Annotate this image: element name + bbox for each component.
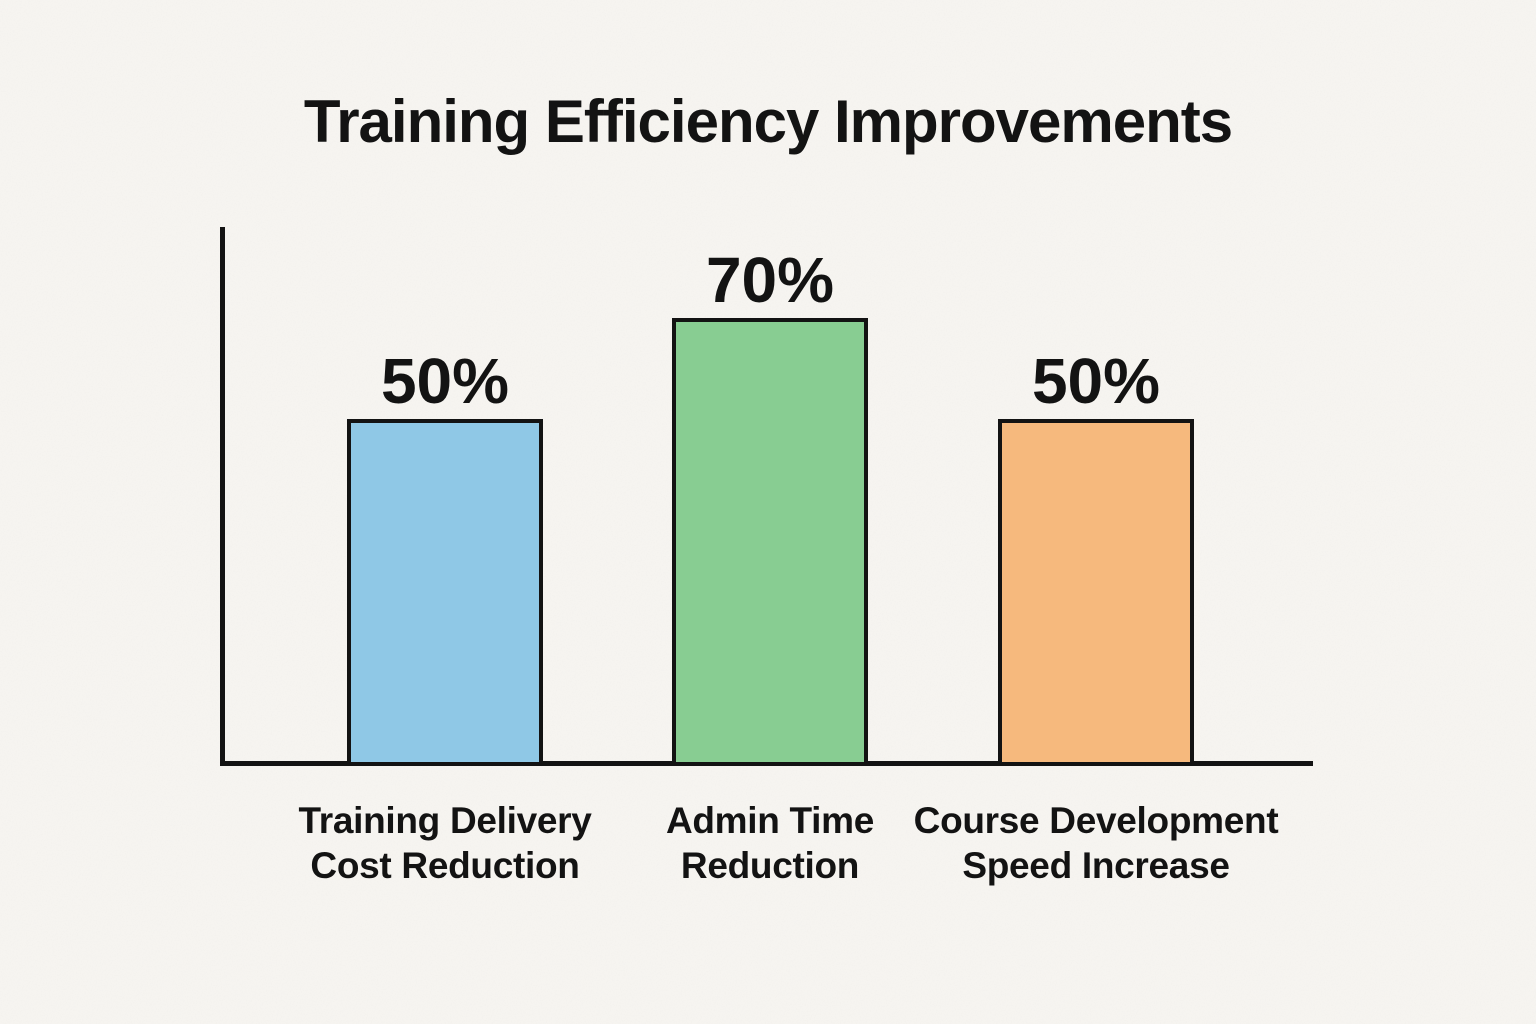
category-label-training-delivery-cost-reduction: Training Delivery Cost Reduction <box>298 798 591 888</box>
bar-value-label: 50% <box>380 345 510 417</box>
bar-training-delivery-cost-reduction <box>347 419 543 766</box>
category-label-line1: Course Development <box>913 800 1279 841</box>
bar-group-training-delivery-cost-reduction: 50% <box>347 349 543 766</box>
bar-value-label: 50% <box>1031 345 1161 417</box>
category-label-admin-time-reduction: Admin Time Reduction <box>666 798 874 888</box>
category-label-line2: Cost Reduction <box>310 845 580 886</box>
chart-title: Training Efficiency Improvements <box>303 88 1233 155</box>
bar-course-development-speed-increase <box>998 419 1194 766</box>
bar-group-course-development-speed-increase: 50% <box>998 349 1194 766</box>
bar-group-admin-time-reduction: 70% <box>672 248 868 766</box>
y-axis-line <box>220 227 225 766</box>
category-label-line1: Admin Time <box>665 800 875 841</box>
bar-value-label: 70% <box>705 244 835 316</box>
category-label-line2: Reduction <box>680 845 860 886</box>
bar-admin-time-reduction <box>672 318 868 766</box>
category-label-line1: Training Delivery <box>298 800 592 841</box>
category-label-line2: Speed Increase <box>962 845 1230 886</box>
category-label-course-development-speed-increase: Course Development Speed Increase <box>914 798 1279 888</box>
